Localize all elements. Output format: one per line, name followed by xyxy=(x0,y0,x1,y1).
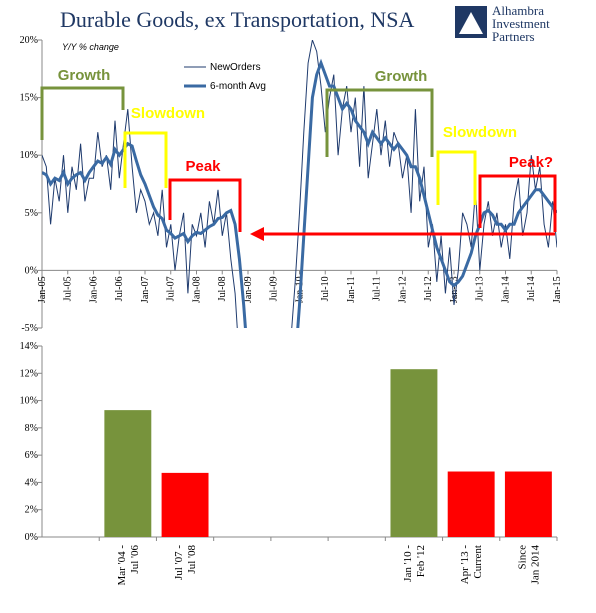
y-tick-label: 8% xyxy=(25,423,38,434)
arrow-head xyxy=(250,227,264,241)
x-tick-label: Jan-09 xyxy=(243,276,254,303)
y-tick-label: 2% xyxy=(25,505,38,516)
y-tick-label: 0% xyxy=(25,265,38,276)
annotation: Slowdown xyxy=(131,105,205,122)
bar xyxy=(161,472,209,537)
legend-label: 6-month Avg xyxy=(210,81,266,92)
legend-label: NewOrders xyxy=(210,62,261,73)
x-tick-label: Jul-13 xyxy=(475,276,486,301)
bar xyxy=(104,410,152,537)
annotation: Slowdown xyxy=(443,124,517,141)
x-tick-label: Jul-07 xyxy=(166,276,177,301)
y-tick-label: -5% xyxy=(21,323,38,334)
x-tick-label: Jul '08 xyxy=(186,545,198,574)
annotation: Growth xyxy=(375,68,428,85)
logo-text: Partners xyxy=(492,29,535,44)
bar xyxy=(447,471,495,537)
annotation: Growth xyxy=(58,67,111,84)
x-tick-label: Current xyxy=(472,545,484,579)
bar xyxy=(504,471,552,537)
logo-text: Investment xyxy=(492,16,550,31)
logo: Alhambra Investment Partners xyxy=(455,3,550,44)
x-tick-label: Jul-06 xyxy=(114,276,125,301)
x-tick-label: Jan-12 xyxy=(398,276,409,303)
x-tick-label: Jan-13 xyxy=(449,276,460,303)
x-tick-label: Jan-11 xyxy=(346,276,357,302)
x-tick-label: Jul '06 xyxy=(129,545,141,574)
y-tick-label: 14% xyxy=(20,341,38,352)
y-tick-label: 15% xyxy=(20,93,38,104)
y-tick-label: 20% xyxy=(20,35,38,46)
bracket xyxy=(478,174,557,232)
bar xyxy=(390,369,438,537)
y-tick-label: 4% xyxy=(25,477,38,488)
x-tick-label: Jan-08 xyxy=(192,276,203,303)
x-tick-label: Since xyxy=(516,545,528,570)
x-tick-label: Jul-11 xyxy=(372,276,383,301)
x-tick-label: Jul-08 xyxy=(217,276,228,301)
logo-text: Alhambra xyxy=(492,3,544,18)
x-tick-label: Jan-07 xyxy=(140,276,151,303)
y-tick-label: 12% xyxy=(20,368,38,379)
x-tick-label: Jul-12 xyxy=(423,276,434,301)
y-tick-label: 0% xyxy=(25,532,38,543)
x-tick-label: Jan-15 xyxy=(552,276,563,303)
x-tick-label: Apr '13 - xyxy=(459,545,471,585)
x-tick-label: Jul '07 - xyxy=(173,545,185,580)
annotation: Peak? xyxy=(509,154,553,171)
bracket xyxy=(325,88,434,157)
bracket xyxy=(168,178,242,232)
x-tick-label: Jul-09 xyxy=(269,276,280,301)
x-tick-label: Jul-10 xyxy=(320,276,331,301)
x-tick-label: Jan-05 xyxy=(37,276,48,303)
x-tick-label: Jan 2014 xyxy=(529,545,541,585)
annotation: Peak xyxy=(185,158,221,175)
y-tick-label: 6% xyxy=(25,450,38,461)
x-tick-label: Mar '04 - xyxy=(116,545,128,586)
bracket xyxy=(40,86,125,140)
x-tick-label: Jul-14 xyxy=(526,276,537,301)
logo-icon xyxy=(459,12,483,34)
line-series xyxy=(42,58,557,328)
x-tick-label: Jan '10 - xyxy=(402,545,414,582)
bracket xyxy=(436,150,477,205)
x-tick-label: Jan-14 xyxy=(501,276,512,303)
y-tick-label: 5% xyxy=(25,208,38,219)
y-tick-label: 10% xyxy=(20,150,38,161)
x-tick-label: Feb '12 xyxy=(415,545,427,577)
x-tick-label: Jan-06 xyxy=(89,276,100,303)
x-tick-label: Jul-05 xyxy=(63,276,74,301)
subtitle: Y/Y % change xyxy=(62,42,119,52)
y-tick-label: 10% xyxy=(20,396,38,407)
plot-area xyxy=(42,40,557,328)
chart-title: Durable Goods, ex Transportation, NSA xyxy=(60,7,415,32)
bracket xyxy=(123,131,168,188)
